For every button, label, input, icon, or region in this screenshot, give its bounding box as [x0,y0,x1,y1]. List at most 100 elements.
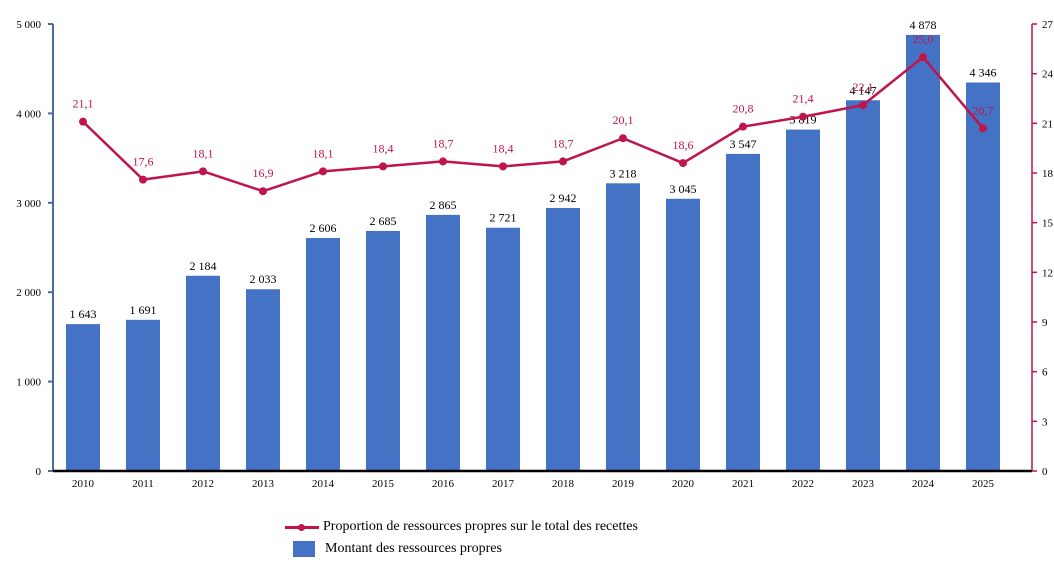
x-tick-label-2019: 2019 [612,478,635,490]
bar-2020 [666,198,700,472]
line-label-2024: 25,0 [913,32,934,46]
bar-label-2012: 2 184 [190,259,217,273]
left-tick-label-4000: 4 000 [16,108,41,120]
legend-label-amount: Montant des ressources propres [325,541,502,556]
line-point-2015 [379,162,387,171]
line-point-2019 [619,134,627,143]
x-tick-label-2016: 2016 [432,478,455,490]
line-point-2014 [319,167,327,176]
bar-2011 [126,319,160,471]
legend-item-amount: Montant des ressources propres [285,538,638,560]
x-tick-label-2024: 2024 [912,478,935,490]
legend-label-proportion: Proportion de ressources propres sur le … [323,519,638,534]
axes: 0 1 000 2 000 3 000 4 000 5 000 0 3 6 9 12 15 18 21 24… [16,19,1053,490]
x-tick-label-2020: 2020 [672,478,695,490]
bar-label-2015: 2 685 [370,214,397,228]
left-tick-label-1000: 1 000 [16,377,41,389]
bar-label-2025: 4 346 [970,65,997,79]
left-tick-label-3000: 3 000 [16,198,41,210]
line-series [79,53,987,196]
line-label-2017: 18,4 [493,141,514,155]
proportion-line [82,55,984,193]
x-tick-label-2013: 2013 [252,478,275,490]
line-label-2018: 18,7 [553,136,574,150]
line-point-2018 [559,157,567,166]
x-tick-label-2025: 2025 [972,478,995,490]
line-point-2011 [139,175,147,184]
right-tick-label-24: 24 [1042,69,1054,81]
line-marker-icon [285,520,319,534]
line-label-2020: 18,6 [673,138,694,152]
right-tick-label-12: 12 [1042,267,1053,279]
line-point-2017 [499,162,507,171]
line-point-2020 [679,159,687,168]
bar-2024 [906,34,940,471]
bar-label-2018: 2 942 [550,191,577,205]
bar-2013 [246,289,280,471]
x-tick-label-2021: 2021 [732,478,754,490]
bar-2023 [846,100,880,471]
right-tick-label-9: 9 [1042,317,1048,329]
x-tick-label-2022: 2022 [792,478,814,490]
line-label-2023: 22,1 [853,80,874,94]
line-label-2011: 17,6 [133,155,154,169]
x-tick-label-2018: 2018 [552,478,575,490]
line-point-2023 [859,101,867,110]
right-tick-label-6: 6 [1042,367,1048,379]
bar-2014 [306,238,340,471]
line-data-labels: 21,1 17,6 18,1 16,9 18,1 18,4 18,7 18,4 18,7 20,1… [73,32,994,180]
x-tick-label-2012: 2012 [192,478,214,490]
left-tick-label-5000: 5 000 [16,19,41,31]
line-label-2010: 21,1 [73,97,94,111]
bar-2015 [366,230,400,471]
line-label-2019: 20,1 [613,113,634,127]
x-tick-label-2010: 2010 [72,478,95,490]
x-tick-label-2014: 2014 [312,478,335,490]
line-label-2022: 21,4 [793,92,814,106]
right-tick-label-18: 18 [1042,168,1054,180]
bar-swatch-icon [293,541,315,557]
bar-label-2024: 4 878 [910,18,937,32]
legend: Proportion de ressources propres sur le … [285,516,638,560]
left-tick-label-0: 0 [36,466,42,478]
line-point-2010 [79,117,87,126]
right-tick-label-27: 27 [1042,19,1054,31]
line-point-2021 [739,122,747,131]
line-point-2024 [919,53,927,62]
combo-chart: 1 643 1 691 2 184 2 033 2 606 2 685 2 865 2 721… [16,18,1053,490]
bar-2012 [186,275,220,471]
bar-label-2019: 3 218 [610,166,637,180]
line-label-2014: 18,1 [313,146,334,160]
line-point-2012 [199,167,207,176]
bar-2021 [726,153,760,471]
bar-2019 [606,183,640,472]
bar-series [66,34,1000,472]
bar-2010 [66,324,100,471]
line-label-2015: 18,4 [373,141,394,155]
right-tick-label-15: 15 [1042,218,1054,230]
line-label-2016: 18,7 [433,136,454,150]
legend-item-proportion: Proportion de ressources propres sur le … [285,516,638,538]
line-point-2016 [439,157,447,166]
bar-label-2017: 2 721 [490,211,517,225]
bar-2016 [426,214,460,471]
bar-2022 [786,129,820,471]
bar-label-2014: 2 606 [310,221,337,235]
left-tick-label-2000: 2 000 [16,287,41,299]
bar-2025 [966,82,1000,472]
line-label-2013: 16,9 [253,166,274,180]
right-tick-label-3: 3 [1042,416,1048,428]
right-tick-label-0: 0 [1042,466,1048,478]
line-label-2012: 18,1 [193,146,214,160]
bar-label-2016: 2 865 [430,198,457,212]
line-point-2013 [259,187,267,196]
line-point-2025 [979,124,987,133]
bar-label-2010: 1 643 [70,307,97,321]
bar-label-2013: 2 033 [250,272,277,286]
bar-label-2011: 1 691 [130,303,157,317]
right-tick-label-21: 21 [1042,118,1053,130]
bar-data-labels: 1 643 1 691 2 184 2 033 2 606 2 685 2 865 2 721… [70,18,997,321]
x-tick-label-2011: 2011 [132,478,154,490]
x-tick-label-2023: 2023 [852,478,875,490]
line-label-2025: 20,7 [973,103,994,117]
